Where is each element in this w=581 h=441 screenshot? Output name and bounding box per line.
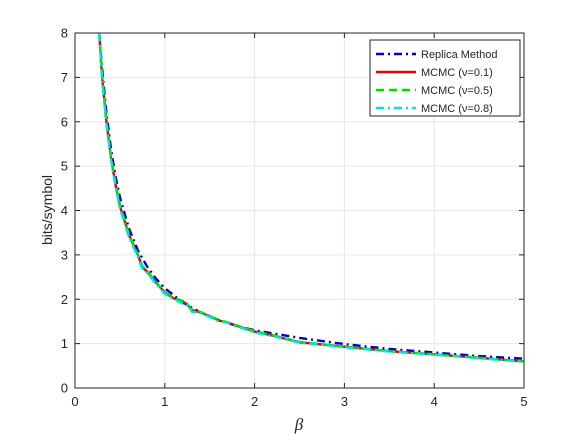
legend-label-3: MCMC (ν=0.5): [421, 85, 493, 97]
x-tick-label: 3: [341, 394, 348, 409]
legend-label-2: MCMC (ν=0.1): [421, 67, 493, 79]
y-tick-label: 0: [61, 381, 68, 396]
y-tick-label: 8: [61, 26, 68, 41]
series-line-1: [98, 32, 525, 360]
y-tick-label: 3: [61, 247, 68, 262]
y-tick-label: 7: [61, 70, 68, 85]
y-tick-label: 1: [61, 336, 68, 351]
series-lines: [98, 32, 525, 363]
legend: Replica Method MCMC (ν=0.1) MCMC (ν=0.5) MC…: [369, 39, 521, 117]
y-axis-label: bits/symbol: [39, 175, 55, 245]
y-tick-label: 4: [61, 203, 68, 218]
x-tick-label: 4: [431, 394, 438, 409]
legend-box: [369, 39, 521, 117]
legend-label-4: MCMC (ν=0.8): [421, 103, 493, 115]
x-tick-label: 2: [251, 394, 258, 409]
y-tick-label: 6: [61, 114, 68, 129]
x-tick-label: 5: [520, 394, 527, 409]
x-tick-label: 0: [71, 394, 78, 409]
x-tick-label: 1: [161, 394, 168, 409]
x-axis-label: β: [294, 415, 304, 434]
legend-label-1: Replica Method: [421, 49, 497, 61]
y-tick-label: 2: [61, 292, 68, 307]
ticks: 0 1 2 3 4 5 0 1 2 3 4 5 6 7 8: [61, 26, 528, 410]
y-tick-label: 5: [61, 159, 68, 174]
